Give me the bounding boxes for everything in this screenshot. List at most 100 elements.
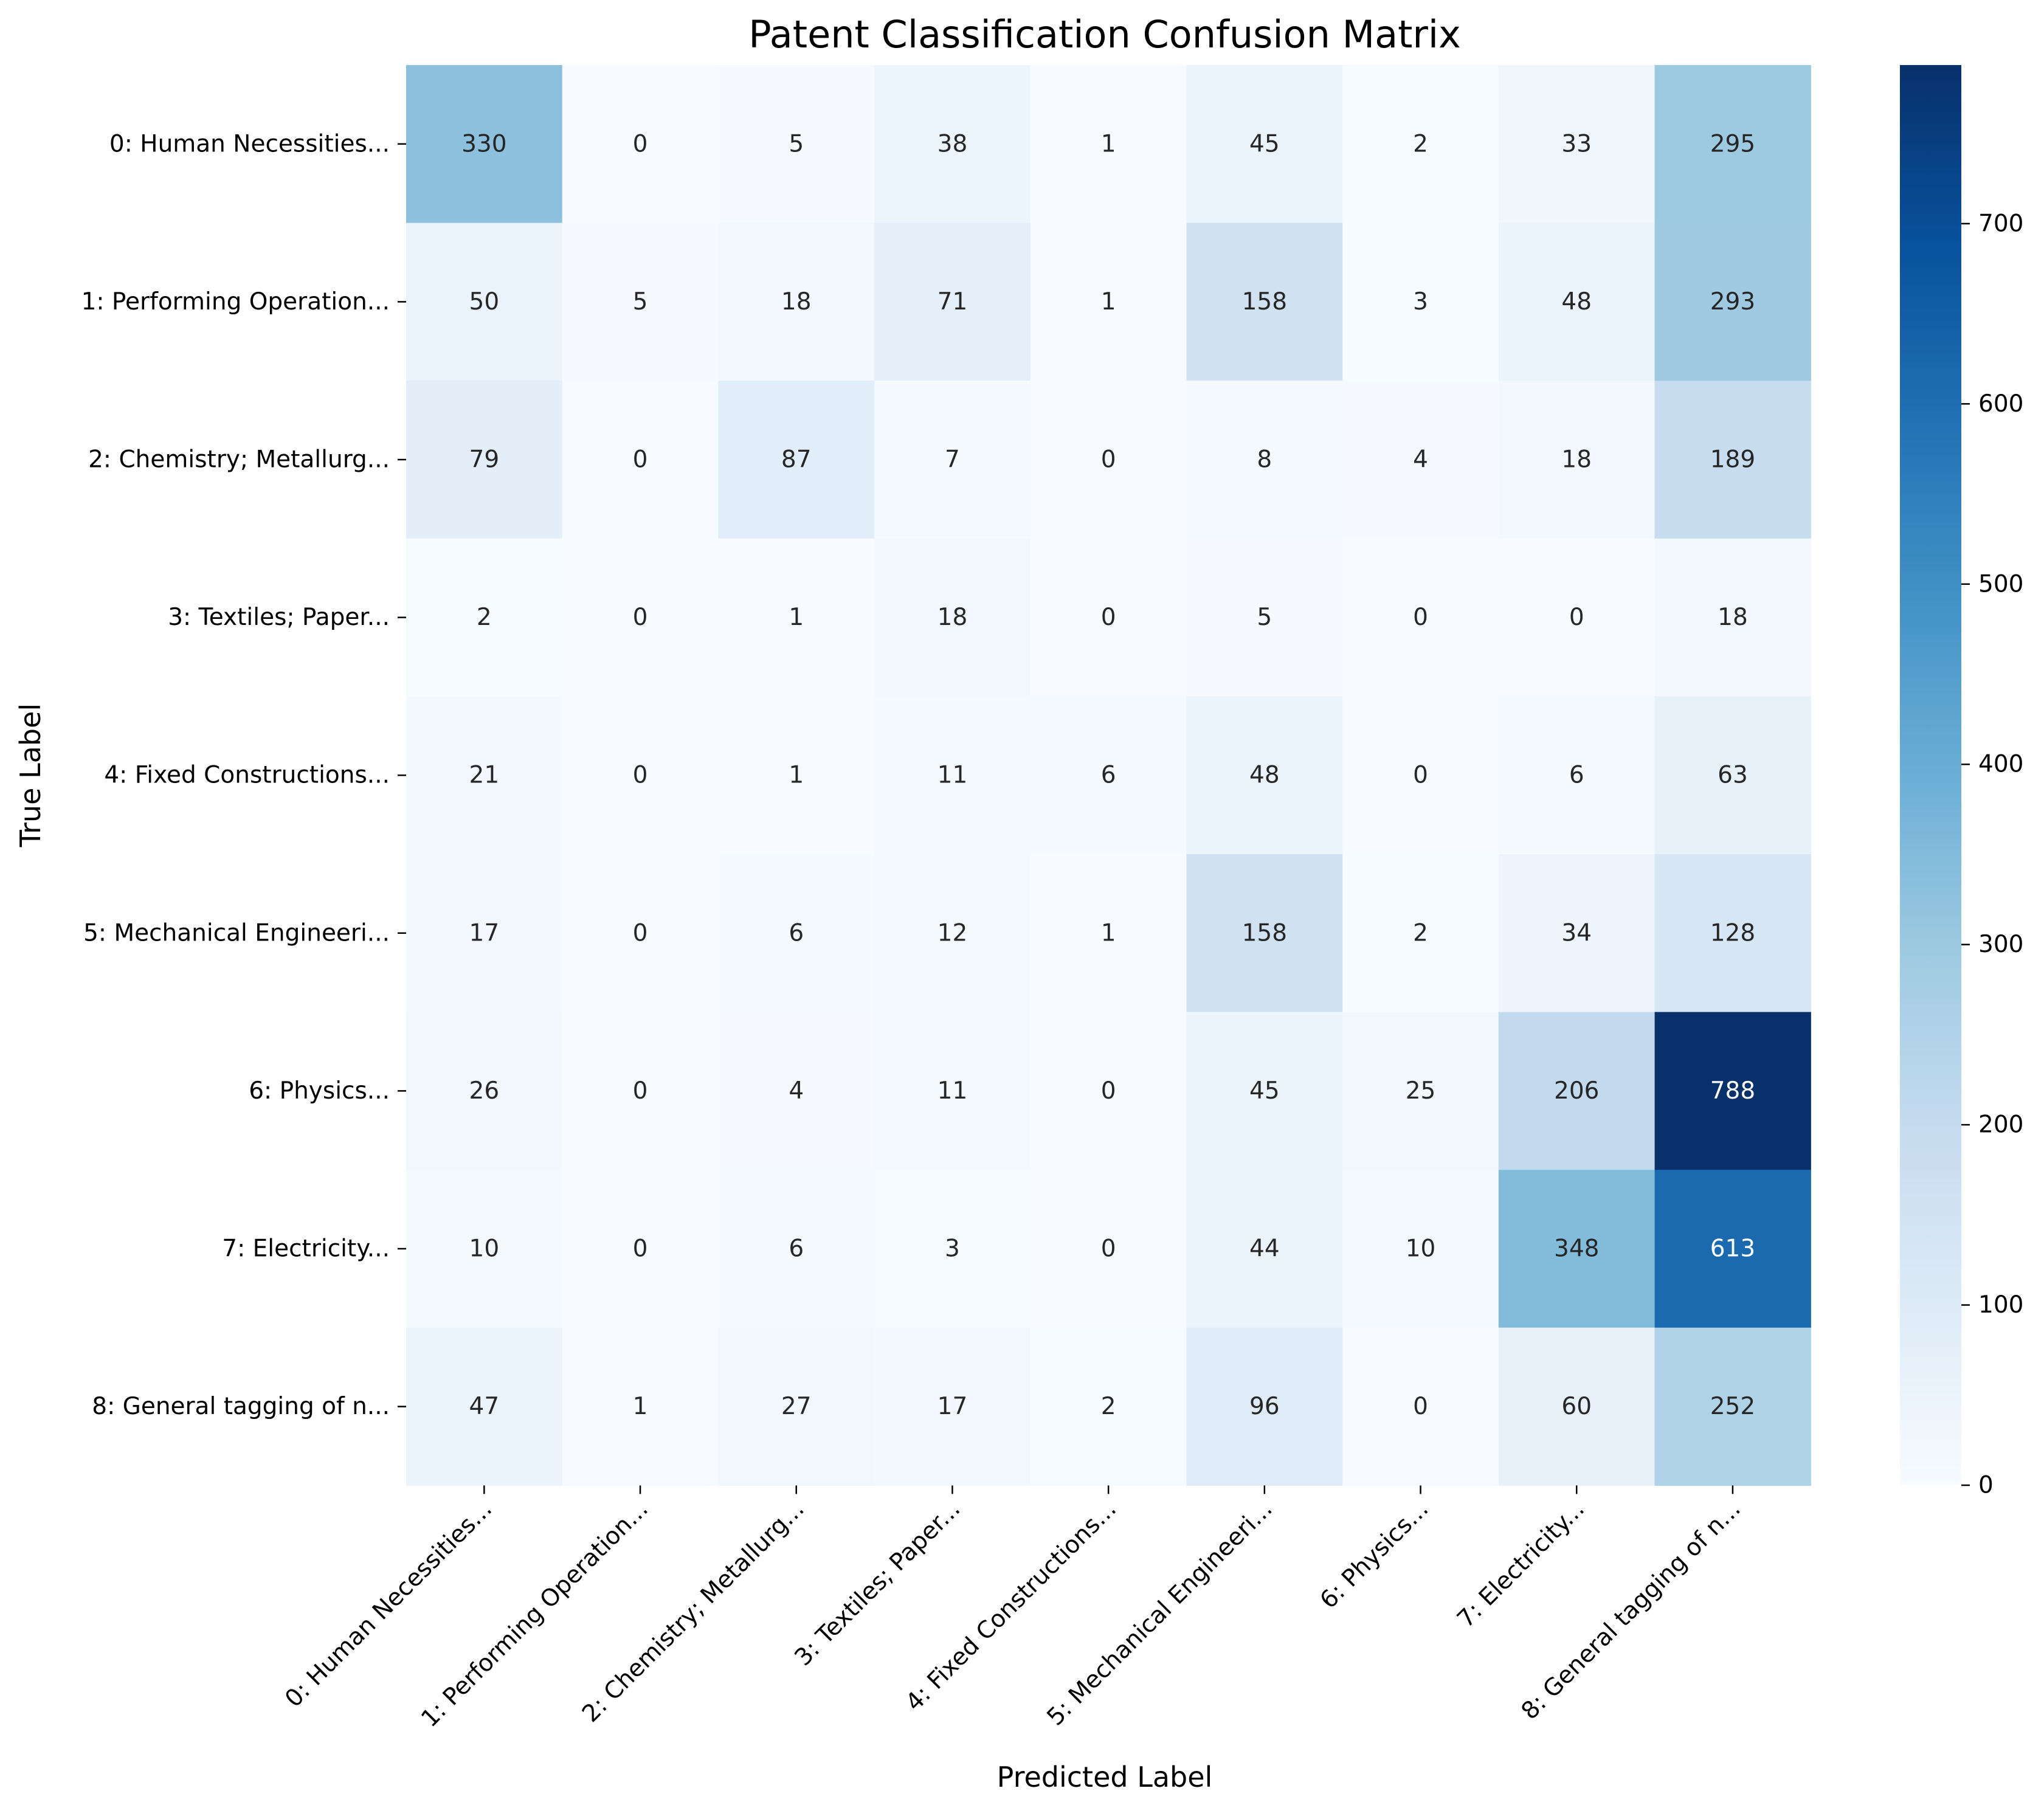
cell-value-r1-c2: 18 bbox=[781, 288, 812, 316]
cell-value-r7-c7: 348 bbox=[1554, 1235, 1599, 1263]
cell-value-r1-c5: 158 bbox=[1242, 288, 1287, 316]
y-tick-label-2: 2: Chemistry; Metallurg... bbox=[88, 446, 390, 474]
cell-value-r3-c6: 0 bbox=[1413, 604, 1428, 631]
cell-value-r5-c2: 6 bbox=[789, 919, 804, 947]
colorbar-tick-label-0: 0 bbox=[1978, 1472, 1994, 1499]
colorbar-tick-label-7: 700 bbox=[1978, 210, 2023, 237]
x-axis-label: Predicted Label bbox=[997, 1761, 1213, 1793]
colorbar-tick-label-4: 400 bbox=[1978, 751, 2023, 778]
cell-value-r5-c4: 1 bbox=[1101, 919, 1116, 947]
cell-value-r2-c4: 0 bbox=[1101, 446, 1116, 474]
cell-value-r8-c5: 96 bbox=[1249, 1393, 1280, 1420]
cell-value-r6-c1: 0 bbox=[633, 1077, 648, 1105]
cell-value-r0-c0: 330 bbox=[461, 130, 506, 157]
cell-value-r1-c6: 3 bbox=[1413, 288, 1428, 316]
cell-value-r8-c4: 2 bbox=[1101, 1393, 1116, 1420]
y-tick-label-6: 6: Physics... bbox=[249, 1077, 390, 1105]
cell-value-r6-c3: 11 bbox=[937, 1077, 968, 1105]
y-tick-label-5: 5: Mechanical Engineeri... bbox=[83, 919, 390, 947]
cell-value-r1-c8: 293 bbox=[1710, 288, 1755, 316]
cell-value-r5-c7: 34 bbox=[1561, 919, 1592, 947]
cell-value-r0-c4: 1 bbox=[1101, 130, 1116, 157]
cell-value-r2-c3: 7 bbox=[945, 446, 960, 474]
cell-value-r5-c0: 17 bbox=[469, 919, 500, 947]
colorbar-tick-label-1: 100 bbox=[1978, 1291, 2023, 1319]
y-tick-label-7: 7: Electricity... bbox=[222, 1235, 390, 1263]
cell-value-r0-c3: 38 bbox=[937, 130, 968, 157]
cell-value-r8-c6: 0 bbox=[1413, 1393, 1428, 1420]
cell-value-r5-c3: 12 bbox=[937, 919, 968, 947]
cell-value-r7-c1: 0 bbox=[633, 1235, 648, 1263]
cell-value-r2-c5: 8 bbox=[1257, 446, 1272, 474]
cell-value-r7-c5: 44 bbox=[1249, 1235, 1280, 1263]
y-tick-label-8: 8: General tagging of n... bbox=[92, 1393, 390, 1420]
colorbar-tick-label-3: 300 bbox=[1978, 931, 2023, 958]
cell-value-r0-c1: 0 bbox=[633, 130, 648, 157]
cell-value-r4-c8: 63 bbox=[1718, 762, 1748, 789]
colorbar-ticks: 0 100 200 300 400 500 600 700 bbox=[1961, 210, 2023, 1499]
cell-value-r8-c8: 252 bbox=[1710, 1393, 1755, 1420]
colorbar-tick-label-6: 600 bbox=[1978, 390, 2023, 418]
cell-value-r5-c1: 0 bbox=[633, 919, 648, 947]
cell-value-r3-c5: 5 bbox=[1257, 604, 1272, 631]
cell-value-r3-c8: 18 bbox=[1718, 604, 1748, 631]
cell-value-r8-c0: 47 bbox=[469, 1393, 500, 1420]
x-tick-label-7: 7: Electricity... bbox=[1452, 1495, 1590, 1633]
cell-value-r1-c1: 5 bbox=[633, 288, 648, 316]
cell-value-r6-c4: 0 bbox=[1101, 1077, 1116, 1105]
cell-value-r7-c0: 10 bbox=[469, 1235, 500, 1263]
cell-value-r8-c3: 17 bbox=[937, 1393, 968, 1420]
x-tick-label-6: 6: Physics... bbox=[1315, 1495, 1434, 1614]
cell-value-r7-c4: 0 bbox=[1101, 1235, 1116, 1263]
cell-value-r2-c6: 4 bbox=[1413, 446, 1428, 474]
cell-value-r4-c2: 1 bbox=[789, 762, 804, 789]
cell-value-r3-c0: 2 bbox=[477, 604, 492, 631]
cell-value-r1-c0: 50 bbox=[469, 288, 500, 316]
cell-value-r3-c7: 0 bbox=[1569, 604, 1584, 631]
cell-value-r0-c2: 5 bbox=[789, 130, 804, 157]
cell-value-r4-c1: 0 bbox=[633, 762, 648, 789]
cell-value-r4-c3: 11 bbox=[937, 762, 968, 789]
y-tick-label-3: 3: Textiles; Paper... bbox=[168, 604, 390, 631]
cell-value-r1-c4: 1 bbox=[1101, 288, 1116, 316]
cell-value-r8-c7: 60 bbox=[1561, 1393, 1592, 1420]
cell-value-r8-c1: 1 bbox=[633, 1393, 648, 1420]
cell-value-r2-c1: 0 bbox=[633, 446, 648, 474]
cell-value-r2-c2: 87 bbox=[781, 446, 812, 474]
cell-value-r0-c8: 295 bbox=[1710, 130, 1755, 157]
cell-value-r1-c3: 71 bbox=[937, 288, 968, 316]
y-tick-label-4: 4: Fixed Constructions... bbox=[104, 762, 390, 789]
colorbar-tick-label-2: 200 bbox=[1978, 1111, 2023, 1139]
y-tick-label-1: 1: Performing Operation... bbox=[81, 288, 390, 316]
colorbar bbox=[1900, 65, 1961, 1485]
cell-value-r6-c7: 206 bbox=[1554, 1077, 1599, 1105]
cell-value-r1-c7: 48 bbox=[1561, 288, 1592, 316]
cell-value-r3-c2: 1 bbox=[789, 604, 804, 631]
colorbar-tick-label-5: 500 bbox=[1978, 570, 2023, 598]
cell-value-r5-c5: 158 bbox=[1242, 919, 1287, 947]
cell-value-r2-c0: 79 bbox=[469, 446, 500, 474]
cell-value-r4-c4: 6 bbox=[1101, 762, 1116, 789]
cell-value-r0-c6: 2 bbox=[1413, 130, 1428, 157]
chart-title: Patent Classification Confusion Matrix bbox=[748, 12, 1461, 57]
x-axis-ticks: 0: Human Necessities...1: Performing Ope… bbox=[280, 1485, 1745, 1733]
y-axis-label: True Label bbox=[14, 703, 47, 847]
cell-value-r3-c1: 0 bbox=[633, 604, 648, 631]
cell-value-r6-c6: 25 bbox=[1406, 1077, 1436, 1105]
cell-value-r2-c7: 18 bbox=[1561, 446, 1592, 474]
cell-value-r7-c2: 6 bbox=[789, 1235, 804, 1263]
cell-value-r7-c6: 10 bbox=[1406, 1235, 1436, 1263]
cell-value-r7-c3: 3 bbox=[945, 1235, 960, 1263]
y-axis-ticks: 0: Human Necessities...1: Performing Ope… bbox=[81, 130, 406, 1420]
cell-value-r5-c6: 2 bbox=[1413, 919, 1428, 947]
cell-value-r7-c8: 613 bbox=[1710, 1235, 1755, 1263]
cell-value-r4-c0: 21 bbox=[469, 762, 500, 789]
cell-value-r6-c8: 788 bbox=[1710, 1077, 1755, 1105]
cell-value-r0-c7: 33 bbox=[1561, 130, 1592, 157]
cell-value-r0-c5: 45 bbox=[1249, 130, 1280, 157]
cell-value-r4-c6: 0 bbox=[1413, 762, 1428, 789]
cell-value-r6-c2: 4 bbox=[789, 1077, 804, 1105]
cell-value-r4-c7: 6 bbox=[1569, 762, 1584, 789]
cell-value-r2-c8: 189 bbox=[1710, 446, 1755, 474]
